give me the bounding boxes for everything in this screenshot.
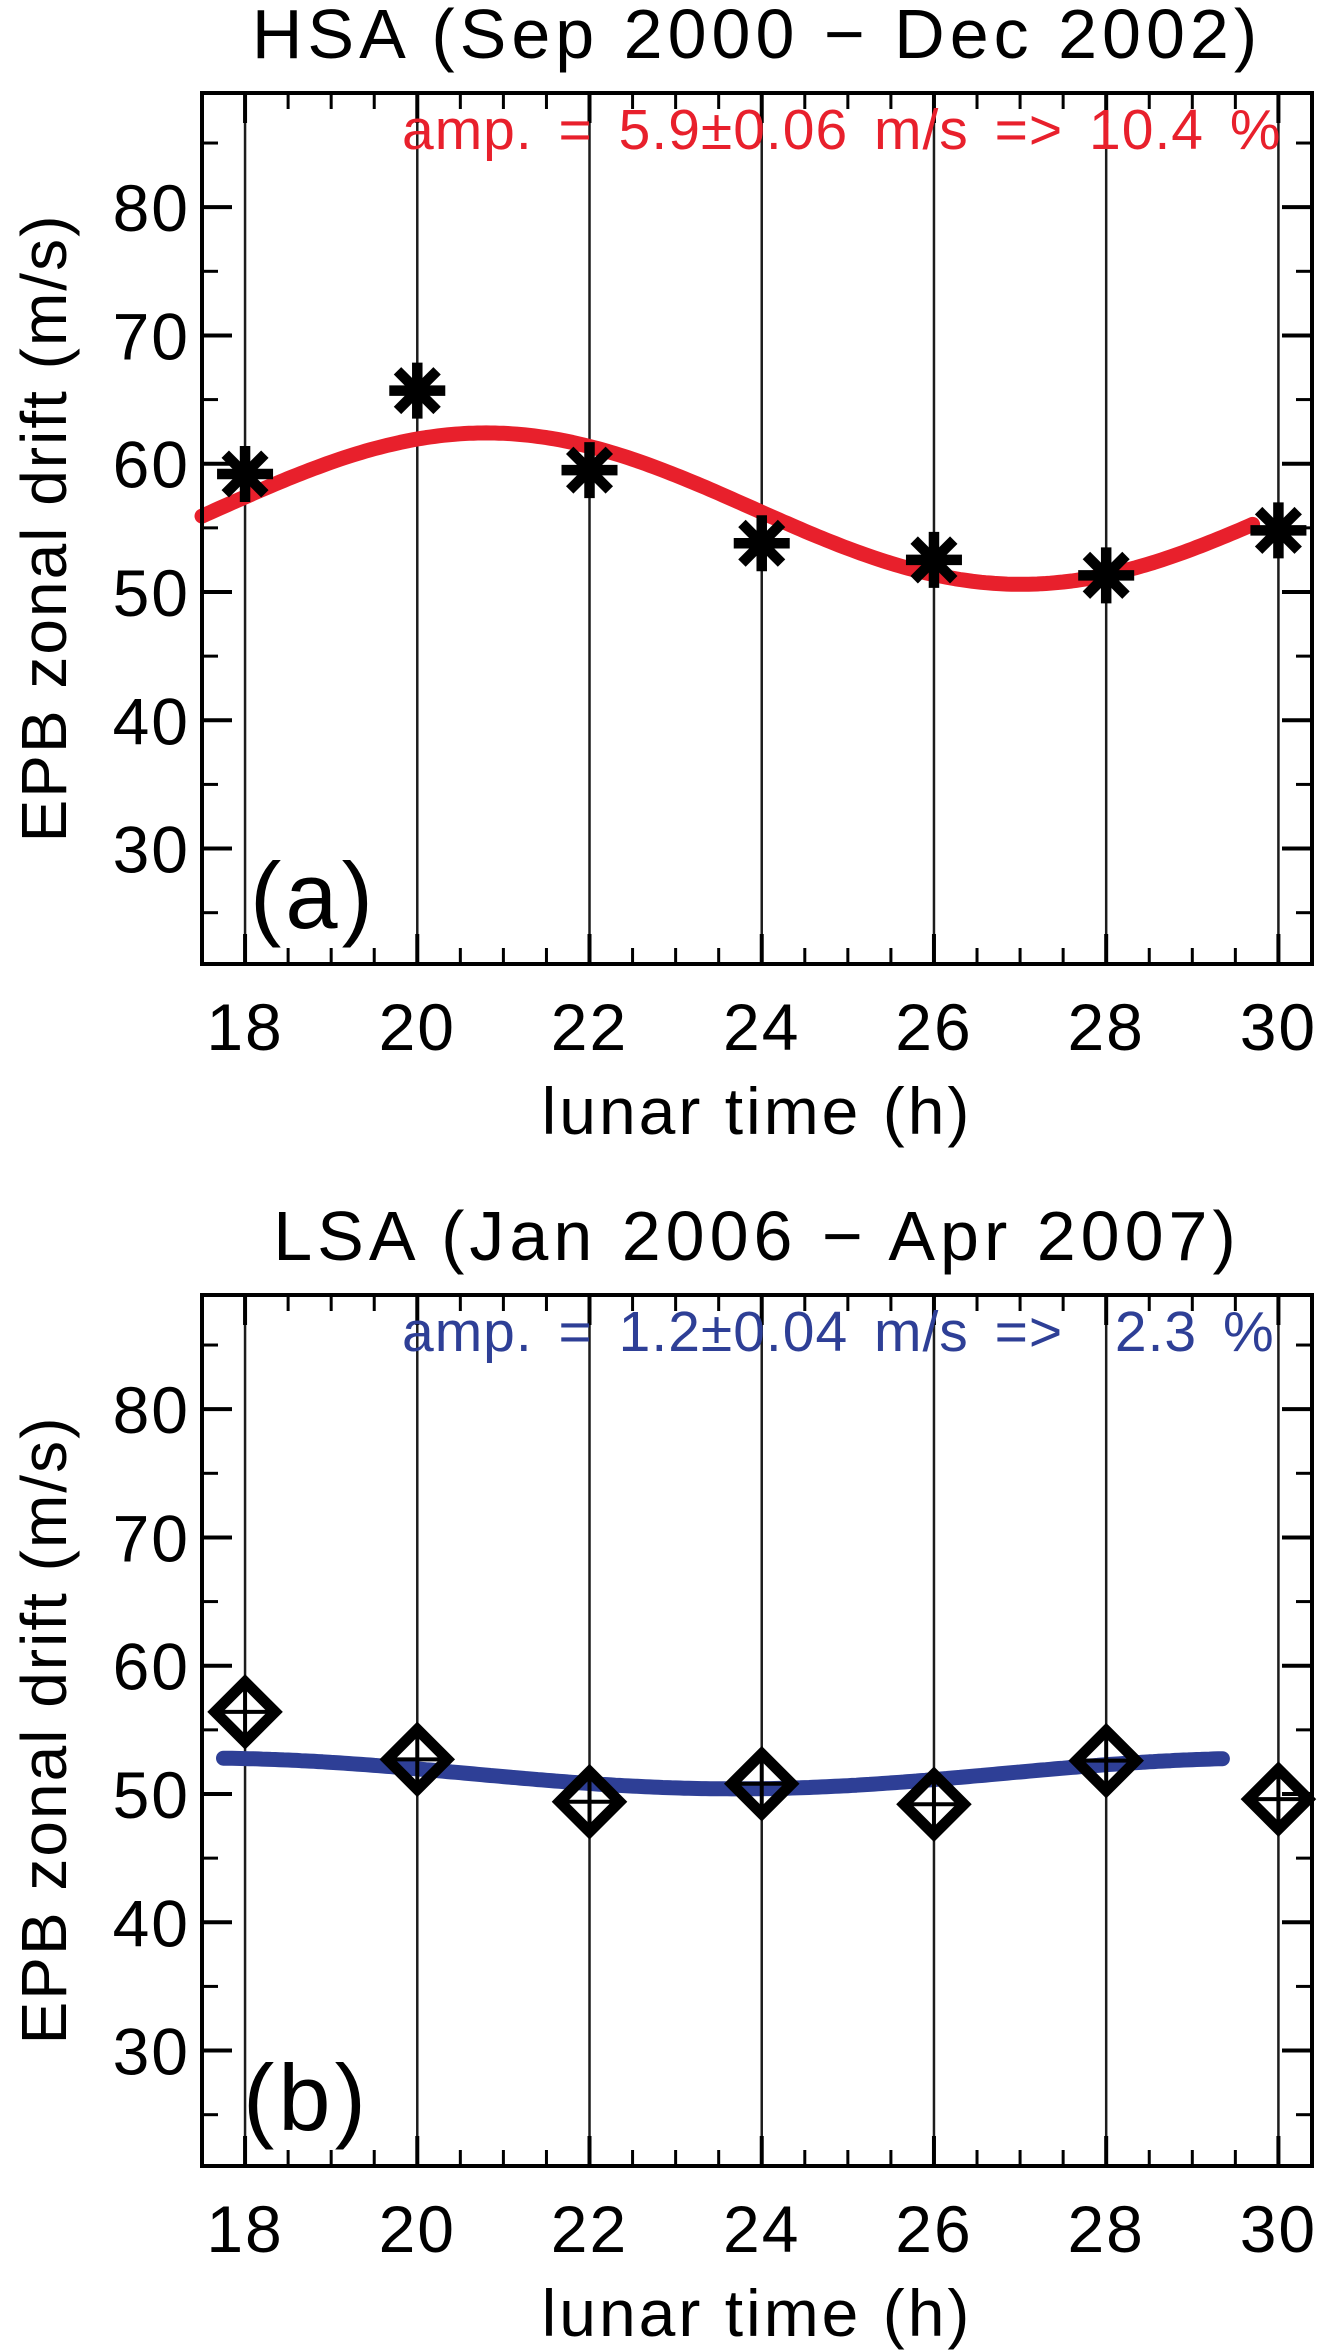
asterisk-marker	[221, 450, 269, 498]
y-tick-label: 40	[113, 684, 190, 758]
asterisk-marker	[565, 446, 614, 494]
diamond-marker	[207, 1674, 283, 1750]
asterisk-marker	[1254, 506, 1302, 554]
fit-curve	[194, 425, 1261, 592]
y-tick-label: 70	[113, 1501, 190, 1575]
y-tick-label: 50	[113, 556, 190, 630]
y-tick-label: 30	[113, 813, 190, 887]
y-tick-label: 60	[113, 1630, 190, 1704]
x-tick-label: 18	[206, 2192, 283, 2266]
y-tick-label: 50	[113, 1758, 190, 1832]
x-tick-label: 20	[379, 2192, 456, 2266]
diamond-marker	[379, 1721, 456, 1798]
panel-a-title: HSA (Sep 2000 − Dec 2002)	[251, 0, 1263, 73]
panel-a-amplitude-annotation: amp. = 5.9±0.06 m/s => 10.4 %	[402, 98, 1282, 162]
y-tick-label: 60	[113, 428, 190, 502]
panel-a-y-axis-label: EPB zonal drift (m/s)	[8, 213, 80, 843]
diamond-marker	[896, 1766, 972, 1843]
asterisk-marker	[738, 519, 786, 567]
panel-b-amplitude-annotation: amp. = 1.2±0.04 m/s => 2.3 %	[402, 1300, 1275, 1364]
diamond-marker	[1240, 1761, 1317, 1837]
y-tick-label: 80	[113, 1373, 190, 1447]
x-tick-label: 28	[1067, 990, 1144, 1064]
x-tick-label: 22	[551, 990, 628, 1064]
x-tick-label: 22	[551, 2192, 628, 2266]
panel-b-letter: (b)	[243, 2045, 370, 2150]
y-tick-label: 70	[113, 299, 190, 373]
x-tick-label: 20	[379, 990, 456, 1064]
asterisk-marker	[910, 536, 958, 584]
x-tick-label: 30	[1240, 2192, 1317, 2266]
plot-frame	[200, 1293, 1314, 2168]
x-tick-label: 26	[895, 2192, 972, 2266]
diamond-marker	[723, 1745, 800, 1822]
y-tick-label: 80	[113, 171, 190, 245]
diamond-marker	[551, 1763, 628, 1840]
diamond-marker	[1068, 1722, 1144, 1799]
y-tick-label: 40	[113, 1886, 190, 1960]
x-tick-label: 18	[206, 990, 283, 1064]
x-tick-label: 28	[1067, 2192, 1144, 2266]
x-tick-label: 24	[723, 2192, 800, 2266]
x-tick-label: 30	[1240, 990, 1317, 1064]
panel-b-title: LSA (Jan 2006 − Apr 2007)	[273, 1197, 1241, 1275]
y-tick-label: 30	[113, 2015, 190, 2089]
asterisk-marker	[1082, 551, 1130, 599]
x-tick-label: 26	[895, 990, 972, 1064]
x-tick-label: 24	[723, 990, 800, 1064]
panel-b-x-axis-label: lunar time (h)	[541, 2276, 973, 2350]
panel-a-x-axis-label: lunar time (h)	[541, 1074, 973, 1148]
panel-a-letter: (a)	[250, 843, 377, 948]
asterisk-marker	[393, 367, 441, 415]
panel-b-y-axis-label: EPB zonal drift (m/s)	[8, 1415, 80, 2045]
